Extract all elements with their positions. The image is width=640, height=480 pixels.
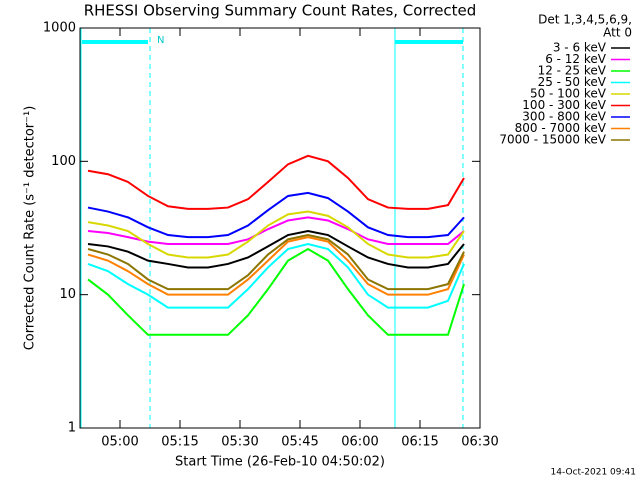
x-tick-label: 05:15: [161, 435, 198, 450]
series-line: [87, 234, 465, 291]
y-tick-label: 10: [59, 287, 76, 302]
x-tick-label: 06:00: [341, 435, 378, 450]
legend-label: 50 - 100 keV: [530, 87, 607, 101]
night-label: N: [157, 35, 164, 46]
legend-label: 100 - 300 keV: [522, 98, 606, 112]
legend-label: 800 - 7000 keV: [515, 121, 607, 135]
x-axis-label: Start Time (26-Feb-10 04:50:02): [175, 455, 385, 470]
plot-frame: [79, 27, 481, 429]
series-line: [87, 242, 465, 309]
legend-label: 3 - 6 keV: [553, 41, 607, 55]
legend-title: Det 1,3,4,5,6,9,: [538, 13, 632, 27]
series-line: [87, 230, 465, 269]
series-line: [87, 236, 465, 296]
x-tick-label: 05:45: [281, 435, 318, 450]
series-line: [87, 247, 465, 336]
night-markers: N: [80, 28, 464, 428]
legend-label: 12 - 25 keV: [538, 64, 607, 78]
y-axis-label: Corrected Count Rate (s⁻¹ detector⁻¹): [23, 106, 38, 351]
x-tick-label: 05:00: [101, 435, 138, 450]
x-tick-label: 05:30: [221, 435, 258, 450]
series-line: [87, 154, 465, 210]
legend-label: 300 - 800 keV: [522, 110, 606, 124]
legend-label: 6 - 12 keV: [545, 52, 607, 66]
y-tick-label: 1000: [43, 21, 76, 36]
timestamp: 14-Oct-2021 09:41: [551, 468, 636, 478]
series-line: [87, 216, 465, 245]
y-tick-label: 1: [68, 421, 76, 436]
chart-title: RHESSI Observing Summary Count Rates, Co…: [84, 2, 477, 20]
x-tick-label: 06:15: [401, 435, 438, 450]
y-tick-label: 100: [51, 154, 76, 169]
x-tick-label: 06:30: [461, 435, 498, 450]
series-line: [87, 210, 465, 259]
legend-label: 7000 - 15000 keV: [499, 133, 606, 147]
legend-title: Att 0: [603, 26, 632, 40]
legend-label: 25 - 50 keV: [538, 75, 607, 89]
series-line: [87, 191, 465, 239]
